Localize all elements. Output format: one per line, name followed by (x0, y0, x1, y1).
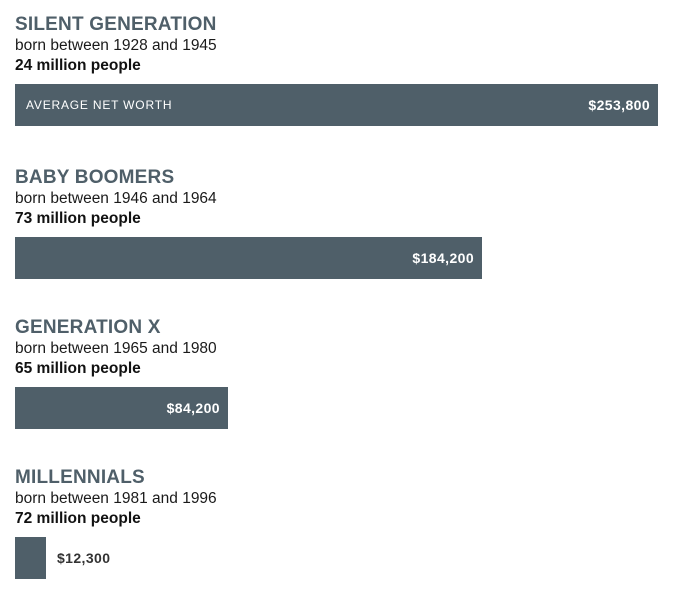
bar-row: $84,200 (15, 387, 685, 429)
bar-baby-boomers (15, 237, 482, 279)
generation-x: GENERATION X born between 1965 and 1980 … (15, 317, 685, 429)
generation-birth-range: born between 1981 and 1996 (15, 490, 217, 507)
bar-generation-x (15, 387, 228, 429)
bar-row: $12,300 (15, 537, 685, 579)
generation-population: 72 million people (15, 510, 141, 527)
generation-name: BABY BOOMERS (15, 167, 175, 188)
generation-birth-range: born between 1928 and 1945 (15, 37, 217, 54)
generation-name: MILLENNIALS (15, 467, 145, 488)
value-label-silent-generation: $253,800 (588, 97, 650, 113)
generation-silent: SILENT GENERATION born between 1928 and … (15, 14, 685, 126)
value-label-millennials: $12,300 (57, 550, 111, 566)
value-label-generation-x: $84,200 (166, 400, 220, 416)
generation-birth-range: born between 1965 and 1980 (15, 340, 217, 357)
bar-silent-generation (15, 84, 658, 126)
generation-population: 65 million people (15, 360, 141, 377)
generation-birth-range: born between 1946 and 1964 (15, 190, 217, 207)
generation-population: 73 million people (15, 210, 141, 227)
generation-population: 24 million people (15, 57, 141, 74)
bar-millennials (15, 537, 46, 579)
metric-label: AVERAGE NET WORTH (26, 98, 173, 112)
generation-name: SILENT GENERATION (15, 14, 217, 35)
bar-row: AVERAGE NET WORTH $253,800 (15, 84, 685, 126)
generation-name: GENERATION X (15, 317, 161, 338)
value-label-baby-boomers: $184,200 (412, 250, 474, 266)
generation-millennials: MILLENNIALS born between 1981 and 1996 7… (15, 467, 685, 579)
generation-baby-boomers: BABY BOOMERS born between 1946 and 1964 … (15, 167, 685, 279)
bar-row: $184,200 (15, 237, 685, 279)
